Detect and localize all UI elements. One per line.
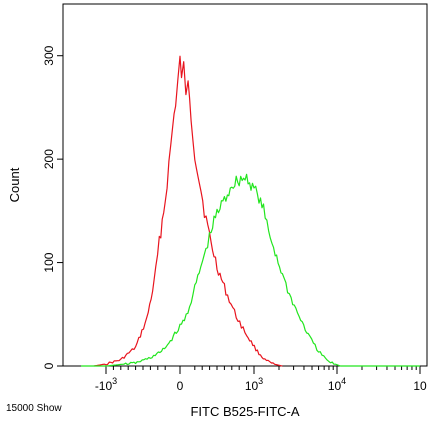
x-tick-label: 103 — [245, 376, 263, 393]
y-axis-label: Count — [7, 167, 22, 202]
histogram-series-1 — [93, 55, 283, 367]
footer-label: 15000 Show — [6, 403, 62, 414]
x-tick-label: 10 — [413, 379, 427, 393]
y-tick-label: 200 — [42, 149, 56, 169]
series-layer — [81, 55, 420, 367]
x-tick-label: 0 — [177, 379, 184, 393]
y-axis-ticks: 0 100 200 300 — [42, 45, 63, 369]
x-tick-label: -103 — [95, 376, 117, 393]
x-tick-label: 104 — [328, 376, 346, 393]
y-tick-label: 0 — [42, 362, 56, 369]
y-tick-label: 300 — [42, 45, 56, 65]
x-axis-ticks: -103 0 103 104 10 — [95, 366, 427, 393]
plot-frame — [62, 3, 428, 367]
y-tick-label: 100 — [42, 252, 56, 272]
x-axis-label: FITC B525-FITC-A — [190, 404, 299, 419]
histogram-series-2 — [81, 173, 420, 367]
